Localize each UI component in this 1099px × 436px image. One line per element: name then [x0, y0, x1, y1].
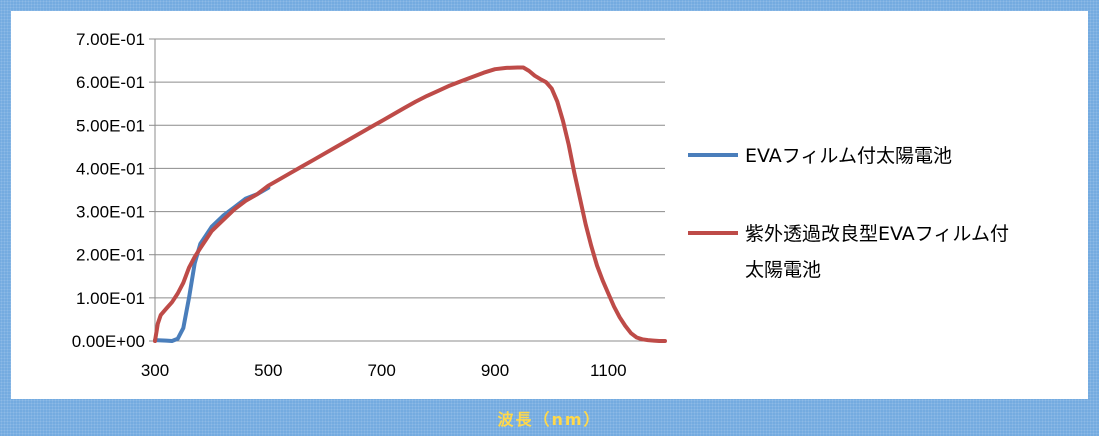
series-line-2 — [153, 65, 667, 343]
x-tick-label: 300 — [141, 361, 169, 380]
y-tick-label: 7.00E-01 — [76, 30, 145, 49]
y-tick-label: 6.00E-01 — [76, 73, 145, 92]
x-tick-label: 500 — [254, 361, 282, 380]
axis-ticks: 0.00E+00 1.00E-01 2.00E-01 3.00E-01 4.00E-01… — [72, 30, 627, 380]
series-line-1 — [153, 185, 271, 343]
y-tick-label: 3.00E-01 — [76, 203, 145, 222]
x-tick-label: 700 — [367, 361, 395, 380]
y-tick-label: 5.00E-01 — [76, 116, 145, 135]
x-tick-label: 1100 — [590, 361, 627, 380]
y-tick-label: 4.00E-01 — [76, 159, 145, 178]
y-tick-label: 2.00E-01 — [76, 246, 145, 265]
x-axis-title: 波長（nm） — [497, 410, 602, 429]
legend-label-2: 紫外透過改良型EVAフィルム付太陽電池 — [745, 223, 1009, 281]
x-tick-label: 900 — [481, 361, 509, 380]
y-tick-label: 1.00E-01 — [76, 289, 145, 308]
gridlines — [149, 38, 665, 342]
y-tick-label: 0.00E+00 — [72, 332, 145, 351]
legend-label-1: EVAフィルム付太陽電池 — [745, 145, 952, 167]
series-lines — [153, 65, 667, 343]
plot-panel — [11, 11, 1088, 399]
